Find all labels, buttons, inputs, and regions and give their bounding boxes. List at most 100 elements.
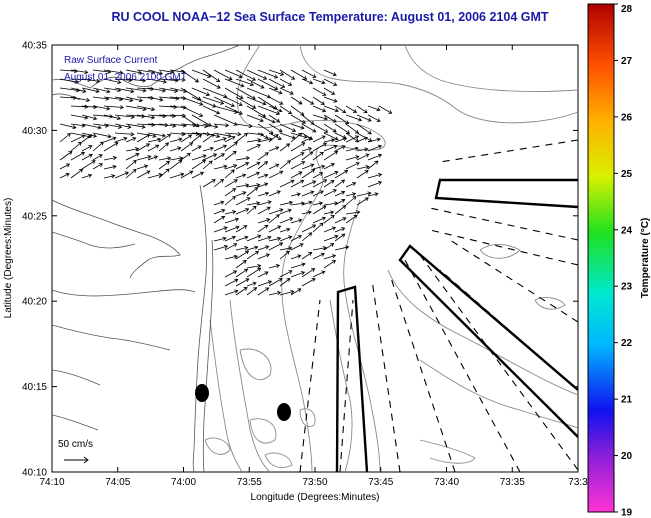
current-arrow — [136, 134, 151, 143]
current-arrow — [345, 195, 357, 206]
current-arrow — [301, 180, 317, 188]
current-arrow — [191, 171, 205, 179]
current-arrow — [334, 205, 347, 215]
current-arrow — [70, 87, 87, 94]
x-tick-label: 73:55 — [237, 477, 262, 488]
current-arrow — [323, 138, 336, 143]
current-arrow — [279, 217, 294, 224]
current-arrow — [301, 252, 313, 260]
current-arrow — [257, 200, 272, 206]
current-arrow — [312, 222, 324, 233]
current-arrow — [356, 123, 372, 135]
colorbar-tick-label: 26 — [621, 112, 633, 123]
coastline — [52, 45, 241, 472]
radial-sector-lines — [299, 139, 578, 472]
current-arrow — [81, 153, 93, 161]
current-arrow — [202, 160, 213, 170]
y-tick-label: 40:20 — [22, 297, 47, 308]
x-tick-label: 73:45 — [368, 477, 393, 488]
current-arrow — [356, 165, 370, 170]
current-arrow — [268, 190, 281, 197]
current-arrow — [180, 105, 204, 117]
current-arrow — [147, 96, 164, 102]
current-arrow — [81, 114, 98, 121]
current-arrow — [290, 69, 308, 80]
current-arrow — [125, 69, 143, 75]
current-arrow — [257, 78, 279, 90]
current-arrow — [312, 123, 329, 133]
current-arrow — [268, 123, 283, 133]
current-arrow — [213, 236, 227, 242]
colorbar-ticks: 28 27 26 25 24 23 22 21 20 19 — [614, 3, 633, 518]
current-arrow — [59, 172, 70, 179]
current-arrow — [301, 190, 315, 197]
current-arrow — [235, 183, 250, 188]
current-arrow — [301, 278, 316, 287]
current-arrow — [224, 150, 237, 161]
colorbar — [587, 3, 615, 513]
current-arrow — [312, 190, 324, 197]
current-arrow — [323, 226, 337, 233]
current-arrow — [125, 78, 147, 83]
current-arrow — [224, 179, 238, 188]
current-arrow — [312, 179, 328, 188]
current-arrow — [268, 225, 282, 233]
current-arrow — [312, 252, 325, 260]
y-tick-label: 40:25 — [22, 211, 47, 222]
current-arrow — [235, 235, 249, 242]
current-arrow — [246, 144, 261, 152]
current-arrow — [312, 201, 324, 206]
current-arrow — [268, 69, 285, 76]
current-arrow — [323, 96, 338, 103]
current-arrow — [180, 134, 193, 143]
current-arrow — [279, 278, 291, 287]
current-arrow — [202, 132, 221, 139]
current-arrow — [59, 163, 71, 170]
current-arrow — [312, 87, 327, 96]
colorbar-tick-label: 21 — [621, 395, 633, 406]
current-arrow — [323, 210, 335, 215]
current-arrow — [70, 151, 86, 161]
current-arrow — [334, 217, 347, 224]
current-arrow — [268, 87, 283, 95]
current-arrow — [312, 246, 327, 251]
current-arrow — [114, 136, 128, 143]
current-arrow — [334, 114, 350, 125]
current-arrow — [235, 250, 250, 260]
legend-line-1: Raw Surface Current — [64, 55, 158, 66]
current-arrow — [290, 142, 306, 152]
current-arrow — [323, 114, 337, 123]
current-arrow — [213, 178, 225, 188]
current-arrow — [103, 164, 117, 170]
current-arrow — [213, 123, 230, 128]
current-arrow — [334, 233, 346, 242]
current-arrow — [158, 156, 172, 161]
current-arrow — [70, 134, 86, 143]
current-arrow — [246, 171, 261, 179]
current-arrow — [268, 214, 280, 224]
current-arrow — [246, 287, 258, 296]
current-arrow — [246, 183, 261, 188]
current-arrow — [279, 290, 295, 296]
current-arrow — [246, 96, 267, 106]
current-arrow — [312, 270, 326, 278]
current-arrow — [268, 134, 279, 143]
current-arrow — [92, 105, 111, 111]
current-arrow — [345, 132, 360, 143]
current-arrow — [367, 137, 381, 143]
current-arrow — [257, 152, 269, 161]
current-arrow — [224, 235, 237, 242]
current-arrow — [136, 143, 151, 152]
current-arrow — [147, 144, 160, 152]
current-arrow — [290, 218, 303, 224]
current-arrow — [257, 280, 273, 287]
station-markers — [195, 384, 291, 421]
current-arrow — [70, 141, 83, 152]
current-arrow — [103, 105, 124, 110]
current-arrow — [323, 144, 338, 152]
current-arrow — [312, 96, 325, 105]
current-arrow — [213, 215, 226, 224]
current-arrow — [334, 170, 349, 179]
current-arrow — [279, 160, 292, 170]
current-arrow — [169, 156, 184, 161]
